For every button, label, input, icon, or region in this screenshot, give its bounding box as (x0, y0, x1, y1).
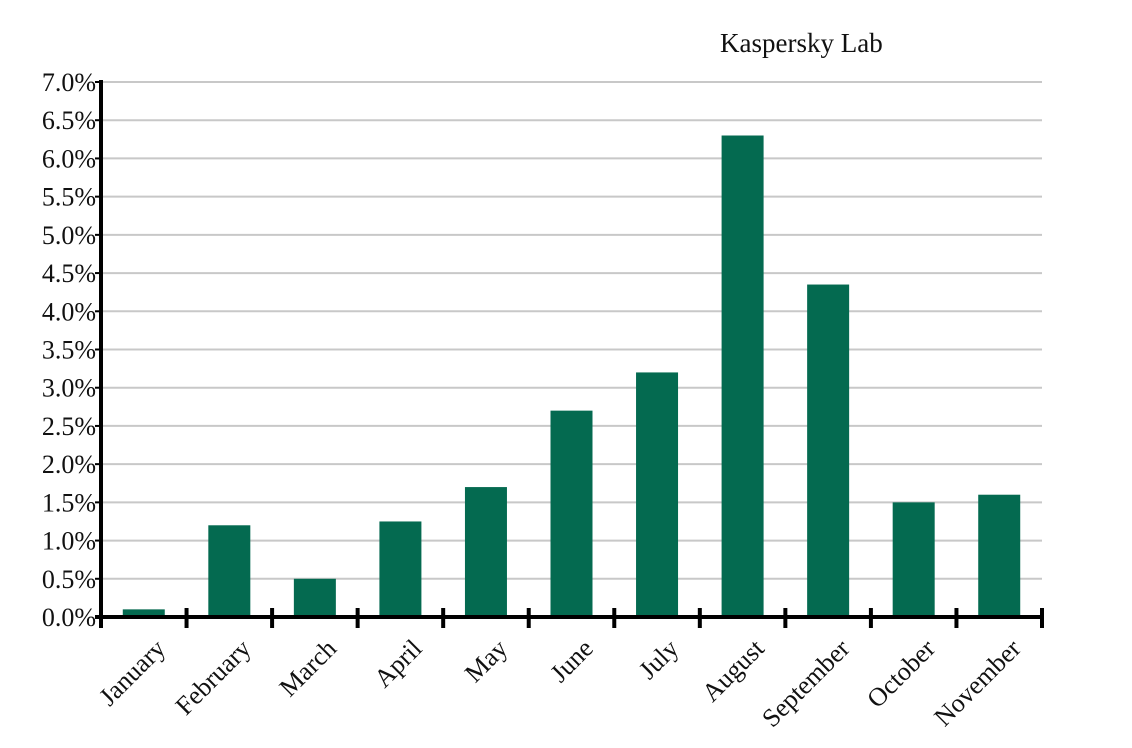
x-tick-label-march: March (274, 634, 342, 702)
x-tick-label-may: May (459, 634, 513, 688)
x-tick-label-april: April (368, 634, 427, 693)
y-tick-label: 2.5% (42, 412, 96, 441)
bar-february (208, 525, 251, 617)
x-tick-label-january: January (93, 634, 171, 712)
y-tick-label: 5.5% (42, 183, 96, 212)
bar-january (122, 609, 165, 617)
y-tick-label: 3.0% (42, 374, 96, 403)
y-tick-label: 6.0% (42, 144, 96, 173)
y-tick-label: 7.0% (42, 68, 96, 97)
y-tick-label: 0.0% (42, 603, 96, 632)
x-tick-label-june: June (545, 634, 599, 688)
y-tick-label: 1.0% (42, 527, 96, 556)
x-tick-label-november: November (928, 634, 1026, 732)
x-tick-label-september: September (756, 634, 855, 733)
bar-april (379, 521, 422, 617)
bar-august (721, 135, 764, 617)
bar-october (892, 502, 935, 617)
bars (122, 135, 1021, 617)
bar-march (293, 578, 336, 617)
y-tick-label: 4.0% (42, 297, 96, 326)
bar-september (807, 284, 850, 617)
y-tick-label: 0.5% (42, 565, 96, 594)
bar-may (464, 487, 507, 617)
x-tick-label-august: August (696, 633, 770, 707)
axes (95, 80, 1044, 628)
x-tick-label-october: October (861, 634, 941, 714)
y-tick-label: 1.5% (42, 488, 96, 517)
y-tick-label: 6.5% (42, 106, 96, 135)
y-tick-label: 5.0% (42, 221, 96, 250)
watermark-kaspersky-lab: Kaspersky Lab (720, 28, 883, 58)
x-tick-label-july: July (633, 634, 684, 685)
y-tick-label: 4.5% (42, 259, 96, 288)
bar-june (550, 410, 593, 617)
y-tick-labels: 0.0% 0.5% 1.0% 1.5% 2.0% 2.5% 3.0% 3.5% 4.0% 4.5%… (42, 68, 96, 632)
y-tick-label: 2.0% (42, 450, 96, 479)
bar-november (978, 494, 1021, 617)
bar-july (636, 372, 679, 617)
y-tick-label: 3.5% (42, 336, 96, 365)
x-tick-label-february: February (170, 634, 257, 721)
